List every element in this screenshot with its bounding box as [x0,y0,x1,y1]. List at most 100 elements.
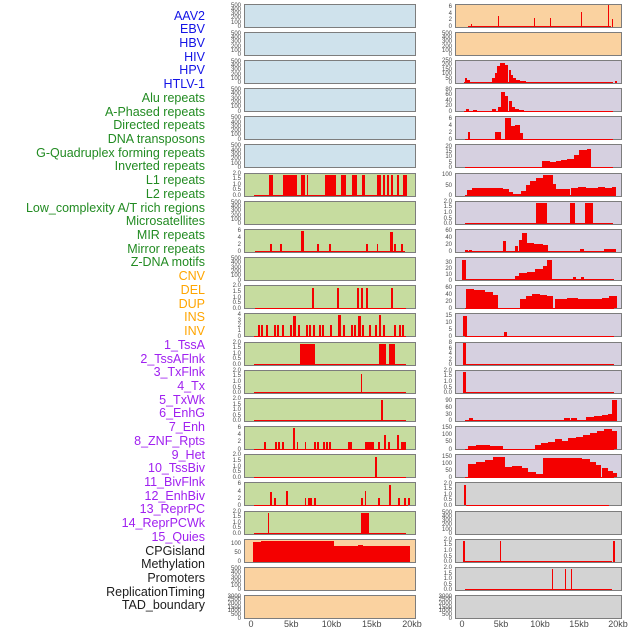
plot-area [462,286,617,309]
histogram-bar [403,175,407,196]
y-tick-label: 4 [237,235,241,242]
histogram-bar [514,109,520,111]
track-panel-tad-boundary [455,595,622,620]
y-tick-label: 2500 [438,597,452,604]
y-tick-label: 0.5 [443,215,452,222]
histogram-bar [580,12,582,27]
histogram-bar [570,417,577,421]
track-panel-hiv [244,88,416,112]
plot-area [462,483,617,506]
y-tick-label: 100 [441,71,452,78]
plot-area [462,371,617,393]
y-axis-ticks: 0 50 100 [209,539,241,565]
histogram-bar [391,175,394,196]
x-tick-label: 10kb [321,619,342,629]
histogram-bar [586,148,592,168]
y-tick-label: 300 [230,95,241,102]
y-axis-ticks: 0 100 200 300 400 500 [209,3,241,30]
histogram-bar [254,532,407,534]
y-tick-label: 1.0 [232,379,241,386]
track-label-a-phased-repeats: A-Phased repeats [104,104,205,119]
y-tick-label: 0.5 [232,384,241,391]
y-tick-label: 300 [441,39,452,46]
track-label-ins: INS [184,310,205,325]
histogram-bar [465,78,468,83]
y-axis-ticks: 0.0 0.5 1.0 1.5 2.0 [209,452,241,481]
y-tick-label: 0.0 [232,474,241,481]
y-tick-label: 1.0 [232,181,241,188]
plot-area [251,343,411,365]
histogram-bar [322,325,325,337]
histogram-bar [568,438,576,450]
histogram-bar [475,445,490,450]
histogram-bar [462,343,467,365]
y-tick-label: 400 [230,570,241,577]
track-label-del: DEL [180,282,205,297]
histogram-bar [613,541,615,562]
histogram-bar [513,78,517,83]
histogram-bar [290,325,293,337]
histogram-bar [388,344,395,365]
histogram-bar [586,416,594,421]
histogram-bar [515,275,520,281]
y-tick-label: 6 [448,4,452,10]
track-panel-15-quies [455,454,622,479]
y-tick-label: 0.0 [443,221,452,228]
track-panel-9-het [455,285,622,310]
y-tick-label: 3 [237,317,241,324]
track-label-z-dna-motifs: Z-DNA motifs [130,255,205,270]
plot-area [251,540,411,562]
histogram-bar [351,325,353,337]
histogram-bar [329,441,332,450]
histogram-bar [570,458,583,478]
histogram-bar [394,243,397,252]
histogram-bar [492,77,495,83]
y-tick-label: 0.0 [232,390,241,397]
track-panel-promoters [455,538,622,563]
histogram-bar [293,428,296,450]
y-tick-label: 5 [448,159,452,166]
histogram-bar [564,418,571,421]
histogram-bar [398,497,400,506]
histogram-bar [525,82,532,83]
track-label-inverted-repeats: Inverted repeats [114,159,205,174]
y-tick-label: 8 [448,340,452,347]
histogram-bar [351,175,358,196]
histogram-bar [535,473,544,478]
plot-area [462,568,617,590]
histogram-bar [293,315,296,337]
histogram-bar [508,70,511,83]
histogram-bar [467,80,470,83]
y-tick-label: 500 [230,87,241,94]
histogram-bar [582,459,590,478]
histogram-bar [396,435,399,450]
histogram-bar [527,271,535,281]
y-axis-ticks: 0.0 0.5 1.0 1.5 2.0 [420,199,452,228]
histogram-bar [468,418,473,421]
plot-area [251,568,411,590]
histogram-bar [475,461,486,478]
y-tick-label: 1.0 [443,576,452,583]
y-tick-label: 300 [230,39,241,46]
plot-area [462,314,617,337]
histogram-bar [493,457,505,478]
y-tick-label: 0.0 [232,362,241,369]
plot-area [462,61,617,83]
track-label-10-tssbiv: 10_TssBiv [148,461,205,476]
track-panel-cnv [244,538,416,563]
histogram-bar [326,441,328,450]
track-panel-6-enhg [455,200,622,225]
histogram-bar [601,468,608,478]
histogram-bar [301,231,304,252]
histogram-bar [578,299,590,309]
histogram-bar [510,125,516,140]
histogram-bar [383,434,386,450]
y-tick-label: 0.5 [232,469,241,476]
histogram-bar [578,186,586,196]
histogram-bar [561,440,569,450]
plot-area [462,89,617,111]
histogram-bar [527,472,536,478]
histogram-bar [575,436,583,450]
y-axis-ticks: 0 20 40 60 80 [420,87,452,115]
